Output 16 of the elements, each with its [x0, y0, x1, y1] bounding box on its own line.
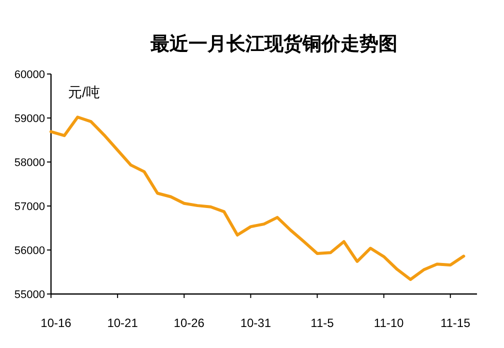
- line-series: [50, 116, 466, 281]
- x-tick-label: 11-10: [374, 316, 404, 330]
- y-tick-label: 59000: [14, 113, 45, 125]
- x-tick-label: 10-21: [107, 316, 138, 330]
- y-tick-label: 60000: [14, 69, 45, 81]
- x-tick-label: 11-5: [310, 316, 334, 330]
- x-tick-label: 11-15: [440, 316, 471, 330]
- x-tick-label: 10-26: [174, 316, 205, 330]
- y-tick-label: 58000: [14, 157, 45, 169]
- chart-title: 最近一月长江现货铜价走势图: [150, 33, 398, 55]
- y-tick-label: 57000: [14, 201, 45, 213]
- y-tick-label: 56000: [14, 245, 45, 257]
- x-tick-label: 10-16: [40, 316, 72, 330]
- x-tick-label: 10-31: [240, 316, 272, 330]
- y-tick-label: 55000: [14, 289, 45, 301]
- y-axis-title: 元/吨: [68, 84, 100, 100]
